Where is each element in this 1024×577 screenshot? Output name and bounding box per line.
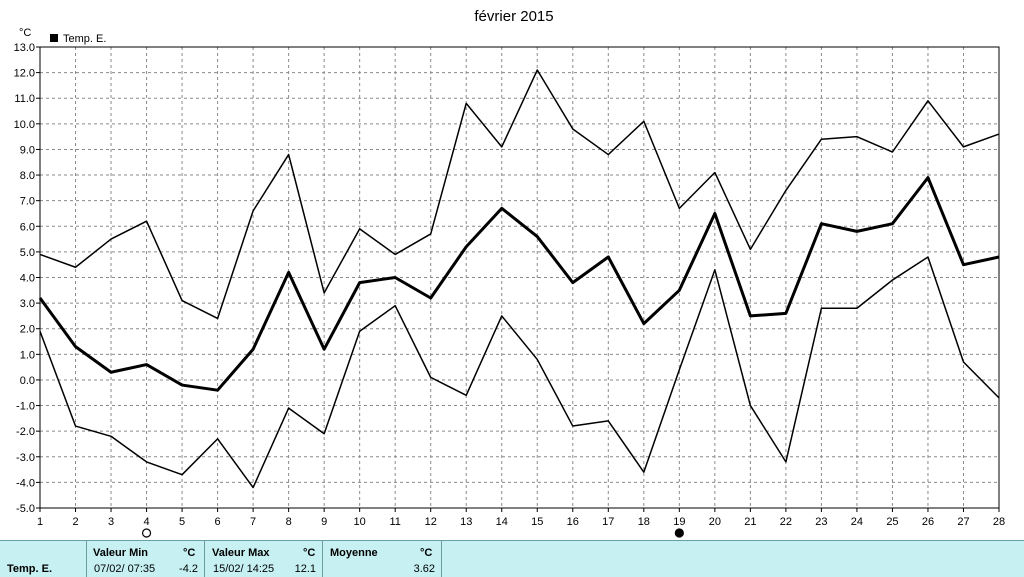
x-tick-label: 6 <box>215 516 221 528</box>
y-tick-label: 3.0 <box>20 298 35 310</box>
y-tick-label: 11.0 <box>14 93 35 105</box>
mean-unit: °C <box>420 547 433 559</box>
y-tick-label: 0.0 <box>20 375 35 387</box>
y-tick-label: 1.0 <box>20 349 35 361</box>
max-value: 12.1 <box>294 563 316 575</box>
x-tick-label: 7 <box>250 516 256 528</box>
x-tick-label: 26 <box>922 516 934 528</box>
series-line-min <box>39 256 1000 489</box>
x-tick-label: 21 <box>744 516 756 528</box>
stats-series-label: Temp. E. <box>7 563 53 575</box>
stats-max-cell: Valeur Max °C 15/02/ 14:25 12.1 <box>205 541 323 577</box>
x-tick-label: 15 <box>531 516 543 528</box>
x-tick-label: 18 <box>638 516 650 528</box>
y-tick-label: 6.0 <box>20 221 35 233</box>
y-tick-label: 4.0 <box>20 273 35 285</box>
max-header: Valeur Max <box>212 547 270 559</box>
x-tick-label: 4 <box>143 516 149 528</box>
y-tick-label: 2.0 <box>20 324 35 336</box>
y-axis-ticks: 13.0 12.0 11.0 10.0 9.0 8.0 7.0 6.0 5.0 4.0 3.0 2.0… <box>14 42 40 515</box>
x-tick-label: 11 <box>389 516 400 528</box>
chart-title: février 2015 <box>474 8 553 25</box>
y-tick-label: 5.0 <box>20 247 35 259</box>
stats-mean-cell: Moyenne °C 3.62 <box>323 541 442 577</box>
y-tick-label: 13.0 <box>14 42 35 54</box>
y-tick-label: 7.0 <box>20 196 35 208</box>
x-tick-label: 1 <box>37 516 43 528</box>
y-axis-unit: °C <box>19 27 31 39</box>
max-time: 15/02/ 14:25 <box>213 563 275 575</box>
new-moon-marker <box>141 528 152 538</box>
y-tick-label: -1.0 <box>16 401 35 413</box>
y-tick-label: 12.0 <box>14 68 35 80</box>
min-time: 07/02/ 07:35 <box>94 563 156 575</box>
x-tick-label: 27 <box>957 516 969 528</box>
series-line-max <box>39 69 1000 320</box>
x-tick-label: 8 <box>286 516 292 528</box>
x-tick-label: 24 <box>851 516 863 528</box>
mean-value: 3.62 <box>413 563 435 575</box>
x-tick-label: 2 <box>72 516 78 528</box>
x-tick-label: 28 <box>993 516 1005 528</box>
x-tick-label: 5 <box>179 516 185 528</box>
x-tick-label: 14 <box>496 516 508 528</box>
x-tick-label: 23 <box>815 516 827 528</box>
x-axis-ticks: 1 2 3 4 5 6 7 8 9 10 11 12 13 14 15 16 17 18 19 20 21 22 23 24 2… <box>37 508 1005 528</box>
x-tick-label: 13 <box>460 516 472 528</box>
stats-min-cell: Valeur Min °C 07/02/ 07:35 -4.2 <box>87 541 205 577</box>
grid <box>40 47 999 508</box>
min-value: -4.2 <box>179 563 198 575</box>
x-tick-label: 12 <box>425 516 437 528</box>
x-tick-label: 25 <box>886 516 898 528</box>
y-tick-label: -2.0 <box>16 426 35 438</box>
legend-label: Temp. E. <box>63 33 106 45</box>
x-tick-label: 16 <box>567 516 579 528</box>
x-tick-label: 10 <box>354 516 366 528</box>
y-tick-label: -4.0 <box>16 477 35 489</box>
max-unit: °C <box>303 547 316 559</box>
series-line-mean <box>38 176 1000 392</box>
min-unit: °C <box>183 547 196 559</box>
y-tick-label: 8.0 <box>20 170 35 182</box>
min-header: Valeur Min <box>93 547 149 559</box>
x-tick-label: 3 <box>108 516 114 528</box>
series-lines <box>38 69 1000 489</box>
y-tick-label: -3.0 <box>16 452 35 464</box>
y-tick-label: 10.0 <box>14 119 35 131</box>
temperature-chart: février 2015 °C Temp. E. 13.012.011.010.… <box>14 8 1005 538</box>
mean-header: Moyenne <box>330 547 378 559</box>
legend-swatch <box>50 34 58 42</box>
x-tick-label: 19 <box>673 516 685 528</box>
x-tick-label: 22 <box>780 516 792 528</box>
y-tick-label: -5.0 <box>16 503 35 515</box>
x-tick-label: 17 <box>602 516 614 528</box>
plot-frame <box>39 46 1000 509</box>
y-tick-label: 9.0 <box>20 144 35 156</box>
full-moon-marker <box>674 528 684 538</box>
stats-bar: Temp. E. Valeur Min °C 07/02/ 07:35 -4.2… <box>0 540 1024 577</box>
x-tick-label: 20 <box>709 516 721 528</box>
x-tick-label: 9 <box>321 516 327 528</box>
markers <box>141 528 684 538</box>
stats-series-cell: Temp. E. <box>0 541 87 577</box>
